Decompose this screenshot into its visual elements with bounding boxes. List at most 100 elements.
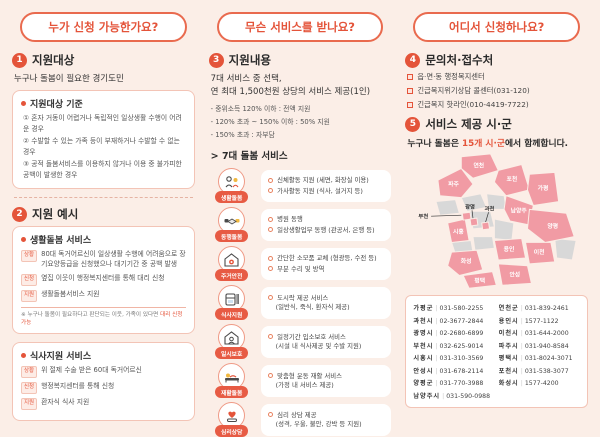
- tier-item: - 중위소득 120% 이하 : 전액 지원: [210, 105, 311, 113]
- column-where-to-apply: 어디서 신청하나요? 4 문의처·접수처 읍·면·동 행정복지센터 긴급복지위기…: [405, 10, 589, 408]
- map-label: 파주: [448, 180, 459, 188]
- section-3-number-badge: 3: [208, 52, 224, 68]
- contact-item: 긴급복지 핫라인(010-4419-7722): [407, 100, 588, 110]
- criteria-card: 지원대상 기준 ① 혼자 거동이 어렵거나 독립적인 일상생활 수행이 어려운 …: [12, 90, 195, 190]
- example-item: 지원 생활돌봄서비스 지원: [21, 289, 186, 302]
- phone-entry: 가평군 | 031-580-2255: [413, 305, 484, 312]
- example-item: 지원 환자식 식사 지원: [21, 398, 186, 411]
- service-label-badge: 재활돌봄: [215, 386, 249, 398]
- phone-entry: 부천시 | 032-625-9014: [413, 342, 484, 350]
- bullet-square-icon: [407, 102, 414, 108]
- map-label: 이천: [534, 248, 545, 256]
- leaflet: 누가 신청 가능한가요? 1 지원대상 누구나 돌봄이 필요한 경기도민 지원대…: [12, 10, 589, 437]
- column-what-services: 무슨 서비스를 받나요? 3 지원내용 7대 서비스 중 선택, 연 최대 1,…: [208, 10, 392, 437]
- example2-header: 식사지원 서비스: [30, 352, 92, 363]
- seven-services-header: > 7대 돌봄 서비스: [210, 151, 288, 162]
- map-label: 평택: [475, 276, 486, 284]
- service-label-badge: 생활돌봄: [215, 191, 249, 203]
- map-label: 남양주: [511, 206, 528, 214]
- section-1-description: 누구나 돌봄이 필요한 경기도민: [14, 74, 124, 84]
- phone-entry: 광명시 | 02-2680-6899: [413, 330, 484, 337]
- map-label: 화성: [461, 257, 472, 265]
- bullet-dot-icon: [21, 237, 26, 243]
- section-5-header: 5 서비스 제공 시·군: [405, 116, 588, 132]
- service-row-meal-support: 식사지원 도시락 제공 서비스 (일반식, 죽식, 환자식 제공): [209, 285, 392, 320]
- map-label: 가평: [538, 184, 549, 192]
- section-5-title: 서비스 제공 시·군: [425, 117, 512, 131]
- phone-entry: 시흥시 | 031-310-3569: [413, 355, 484, 362]
- map-label: 포천: [507, 175, 518, 183]
- bullet-ring-icon: [267, 216, 274, 223]
- example-item: 신청 옆집 이웃이 행정복지센터를 통해 대리 신청: [21, 273, 186, 286]
- map-label: 광명: [465, 202, 475, 210]
- phone-entry: 이천시 | 031-644-2000: [498, 330, 569, 337]
- bullet-ring-icon: [267, 226, 274, 233]
- tier-item: - 150% 초과 : 자부담: [210, 131, 275, 139]
- phone-entry: 평택시 | 031-8024-3071: [498, 355, 573, 362]
- bullet-ring-icon: [267, 411, 274, 418]
- column1-title: 누가 신청 가능한가요?: [20, 12, 187, 42]
- contact-item: 읍·면·동 행정복지센터: [407, 72, 588, 82]
- example-item: 상황 위 절제 수술 받은 60대 독거어르신: [21, 366, 186, 379]
- map-label: 양평: [548, 222, 559, 230]
- section-2-number-badge: 2: [12, 206, 27, 222]
- service-row-temporary-shelter: 일시보호 일정기간 입소보호 서비스 (시설 내 식사제공 및 수발 지원): [209, 324, 392, 359]
- criteria-item: ① 혼자 거동이 어렵거나 독립적인 일상생활 수행이 어려운 경우: [23, 114, 182, 133]
- benefit-line-1: 7대 서비스 중 선택,: [210, 74, 282, 84]
- service-label-badge: 동행돌봄: [215, 230, 249, 242]
- situation-tag: 상황: [21, 250, 38, 263]
- benefit-line-2: 연 최대 1,500천원 상당의 서비스 제공(1인): [210, 87, 371, 97]
- rehab-icon: [218, 363, 246, 390]
- section-3-header: 3 지원내용: [208, 52, 392, 68]
- meal-box-icon: [218, 285, 246, 312]
- column2-title: 무슨 서비스를 받나요?: [216, 12, 384, 42]
- service-label-badge: 심리상담: [215, 425, 249, 437]
- map-label: 부천: [419, 212, 429, 220]
- bullet-ring-icon: [267, 333, 274, 340]
- income-tier-list: - 중위소득 120% 이하 : 전액 지원 - 120% 초과 ~ 150% …: [209, 103, 392, 139]
- service-row-life-care: 생활돌봄 신체활동 지원 (세면, 화장실 이용) 가사활동 지원 (식사, 설…: [209, 168, 392, 203]
- phone-entry: 화성시 | 1577-4200: [498, 380, 559, 387]
- service-row-rehab-care: 재활돌봄 맞춤형 운동 재활 서비스 (가정 내 서비스 제공): [209, 363, 392, 398]
- section-1-title: 지원대상: [32, 53, 75, 67]
- service-label-badge: 주거안전: [215, 269, 249, 281]
- map-label: 시흥: [453, 228, 464, 236]
- service-row-companion: 동행돌봄 병원 동행 일상생활업무 동행 (관공서, 은행 등): [209, 207, 392, 242]
- life-care-icon: [218, 168, 246, 195]
- gyeonggi-province-map: 연천 포천 파주 가평 남양주 양평 시흥 화성 평택 안성 용인 이천 부천 …: [405, 149, 588, 295]
- section-4-number-badge: 4: [405, 52, 421, 68]
- section-2-title: 지원 예시: [32, 207, 79, 222]
- bullet-ring-icon: [267, 294, 274, 301]
- section-1-number-badge: 1: [12, 52, 27, 68]
- section-5-number-badge: 5: [405, 116, 421, 132]
- section-1-header: 1 지원대상: [12, 52, 195, 68]
- criteria-item: ② 수발할 수 있는 가족 등이 부재하거나 수발할 수 없는 경우: [23, 137, 180, 156]
- criteria-item: ③ 공적 돌봄서비스를 이용하지 않거나 이용 중 불가피한 공백이 발생한 경…: [23, 160, 182, 179]
- section-4-title: 문의처·접수처: [425, 53, 494, 67]
- service-label-badge: 일시보호: [215, 347, 249, 359]
- bullet-ring-icon: [267, 372, 274, 379]
- dashed-divider: [14, 197, 193, 199]
- example-item: 신청 행정복지센터를 통해 신청: [21, 382, 186, 395]
- proxy-apply-note: ※ 누구나 돌봄이 필요하다고 판단되는 이웃, 가족이 있다면 대리 신청 가…: [21, 306, 186, 328]
- situation-tag: 상황: [21, 366, 38, 379]
- section-2-header: 2 지원 예시: [12, 206, 195, 222]
- example-card-life-care: 생활돌봄 서비스 상황 80대 독거어르신이 일상생활 수행에 어려움으로 장기…: [12, 226, 195, 335]
- service-row-counseling: 심리상담 심리 상담 제공 (성격, 우울, 불안, 강박 등 지원): [209, 402, 392, 437]
- bullet-ring-icon: [267, 265, 274, 272]
- example-item: 상황 80대 독거어르신이 일상생활 수행에 어려움으로 장기요양등급을 신청했…: [21, 250, 186, 270]
- section-3-title: 지원내용: [228, 53, 271, 67]
- example1-header: 생활돌봄 서비스: [30, 236, 92, 247]
- map-label: 연천: [474, 161, 485, 169]
- bullet-ring-icon: [267, 255, 274, 262]
- section-4-header: 4 문의처·접수처: [405, 52, 588, 68]
- tier-item: - 120% 초과 ~ 150% 이하 : 50% 지원: [210, 118, 330, 126]
- service-label-badge: 식사지원: [215, 308, 249, 320]
- housing-safety-icon: [218, 246, 246, 273]
- phone-entry: 용인시 | 1577-1122: [498, 317, 559, 325]
- map-label: 용인: [504, 245, 515, 253]
- service-row-housing-safety: 주거안전 간단한 소모품 교체 (형광등, 수전 등) 부분 수리 및 방역: [209, 246, 392, 281]
- contact-item: 긴급복지위기상담 콜센터(031-120): [407, 86, 588, 96]
- criteria-header: 지원대상 기준: [30, 100, 83, 110]
- bullet-dot-icon: [21, 353, 26, 359]
